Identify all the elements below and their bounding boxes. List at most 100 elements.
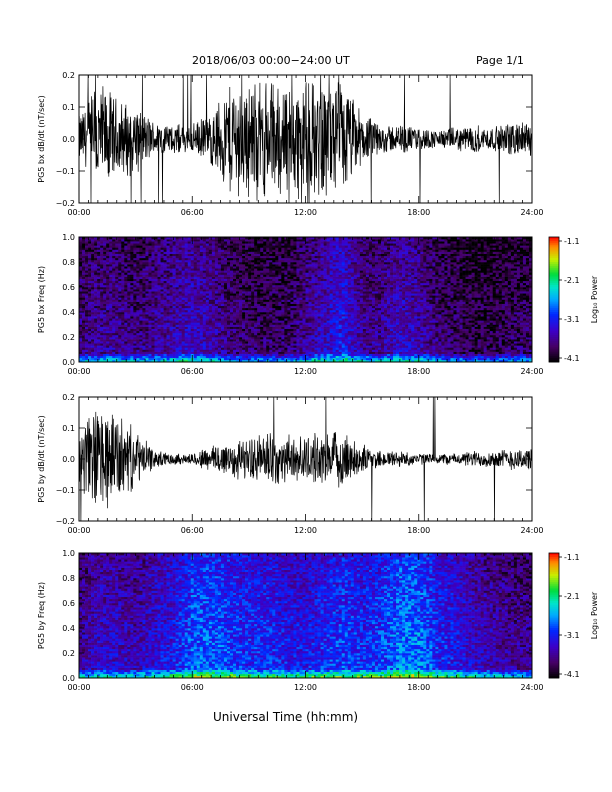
heatmap-cell bbox=[233, 284, 237, 288]
heatmap-cell bbox=[263, 255, 267, 259]
heatmap-cell bbox=[305, 239, 309, 242]
heatmap-cell bbox=[97, 332, 101, 336]
heatmap-cell bbox=[139, 316, 143, 319]
heatmap-cell bbox=[226, 293, 231, 296]
heatmap-cell bbox=[142, 357, 146, 361]
heatmap-cell bbox=[100, 351, 104, 354]
heatmap-cell bbox=[320, 318, 324, 321]
heatmap-cell bbox=[139, 274, 143, 277]
heatmap-cell bbox=[100, 359, 104, 363]
heatmap-cell bbox=[160, 284, 164, 288]
heatmap-cell bbox=[169, 322, 173, 325]
heatmap-cell bbox=[242, 324, 246, 327]
heatmap-cell bbox=[160, 257, 164, 261]
heatmap-cell bbox=[275, 257, 279, 261]
heatmap-cell bbox=[196, 247, 201, 250]
heatmap-cell bbox=[245, 332, 249, 336]
heatmap-cell bbox=[136, 268, 140, 271]
heatmap-cell bbox=[196, 324, 201, 327]
heatmap-cell bbox=[272, 359, 276, 363]
heatmap-cell bbox=[320, 328, 324, 332]
heatmap-cell bbox=[317, 332, 321, 336]
heatmap-cell bbox=[242, 349, 246, 352]
heatmap-cell bbox=[163, 276, 167, 279]
heatmap-cell bbox=[118, 318, 122, 321]
heatmap-cell bbox=[121, 289, 125, 292]
heatmap-cell bbox=[220, 314, 225, 317]
heatmap-cell bbox=[305, 280, 309, 284]
heatmap-cell bbox=[100, 268, 104, 271]
heatmap-cell bbox=[82, 330, 86, 334]
heatmap-cell bbox=[233, 314, 237, 317]
heatmap-cell bbox=[236, 247, 240, 250]
heatmap-cell bbox=[94, 287, 98, 290]
heatmap-cell bbox=[193, 237, 198, 240]
heatmap-cell bbox=[311, 257, 315, 261]
heatmap-cell bbox=[302, 322, 306, 325]
heatmap-cell bbox=[251, 307, 255, 311]
heatmap-cell bbox=[226, 272, 231, 275]
heatmap-cell bbox=[211, 322, 216, 325]
heatmap-cell bbox=[236, 318, 240, 321]
heatmap-cell bbox=[223, 345, 228, 348]
heatmap-cell bbox=[248, 284, 252, 288]
heatmap-cell bbox=[115, 305, 119, 309]
heatmap-cell bbox=[226, 353, 231, 357]
heatmap-cell bbox=[133, 357, 137, 361]
heatmap-cell bbox=[263, 247, 267, 250]
heatmap-cell bbox=[236, 312, 240, 315]
heatmap-cell bbox=[193, 247, 198, 250]
heatmap-cell bbox=[245, 237, 249, 240]
heatmap-cell bbox=[79, 262, 83, 265]
heatmap-cell bbox=[187, 341, 192, 344]
heatmap-cell bbox=[263, 314, 267, 317]
heatmap-cell bbox=[257, 243, 261, 246]
heatmap-cell bbox=[302, 280, 306, 284]
heatmap-cell bbox=[148, 357, 152, 361]
heatmap-cell bbox=[169, 343, 173, 346]
heatmap-cell bbox=[296, 337, 300, 340]
heatmap-cell bbox=[157, 345, 161, 348]
heatmap-cell bbox=[157, 280, 161, 284]
heatmap-cell bbox=[82, 303, 86, 307]
heatmap-cell bbox=[109, 291, 113, 294]
heatmap-cell bbox=[272, 253, 276, 257]
heatmap-cell bbox=[121, 237, 125, 240]
heatmap-cell bbox=[266, 251, 270, 254]
heatmap-cell bbox=[269, 343, 273, 346]
heatmap-cell bbox=[202, 326, 207, 329]
heatmap-cell bbox=[211, 295, 216, 298]
heatmap-cell bbox=[157, 239, 161, 242]
heatmap-cell bbox=[154, 245, 158, 248]
heatmap-cell bbox=[305, 312, 309, 315]
heatmap-cell bbox=[317, 322, 321, 325]
heatmap-cell bbox=[109, 299, 113, 302]
heatmap-cell bbox=[91, 264, 95, 267]
heatmap-cell bbox=[308, 264, 312, 267]
heatmap-cell bbox=[269, 326, 273, 329]
heatmap-cell bbox=[275, 339, 279, 342]
heatmap-cell bbox=[127, 330, 131, 334]
heatmap-cell bbox=[287, 309, 291, 313]
heatmap-cell bbox=[103, 239, 107, 242]
heatmap-cell bbox=[293, 293, 297, 296]
heatmap-cell bbox=[226, 278, 231, 282]
heatmap-cell bbox=[166, 309, 170, 313]
heatmap-cell bbox=[214, 328, 219, 332]
heatmap-cell bbox=[251, 237, 255, 240]
heatmap-cell bbox=[187, 307, 192, 311]
heatmap-cell bbox=[154, 291, 158, 294]
page-number: Page 1/1 bbox=[476, 54, 524, 67]
heatmap-cell bbox=[121, 312, 125, 315]
heatmap-cell bbox=[299, 247, 303, 250]
heatmap-cell bbox=[184, 337, 189, 340]
heatmap-cell bbox=[79, 295, 83, 298]
heatmap-cell bbox=[112, 270, 116, 273]
heatmap-cell bbox=[239, 314, 243, 317]
heatmap-cell bbox=[160, 239, 164, 242]
heatmap-cell bbox=[208, 347, 213, 350]
heatmap-cell bbox=[100, 320, 104, 323]
heatmap-cell bbox=[136, 328, 140, 332]
heatmap-cell bbox=[91, 295, 95, 298]
heatmap-cell bbox=[281, 314, 285, 317]
